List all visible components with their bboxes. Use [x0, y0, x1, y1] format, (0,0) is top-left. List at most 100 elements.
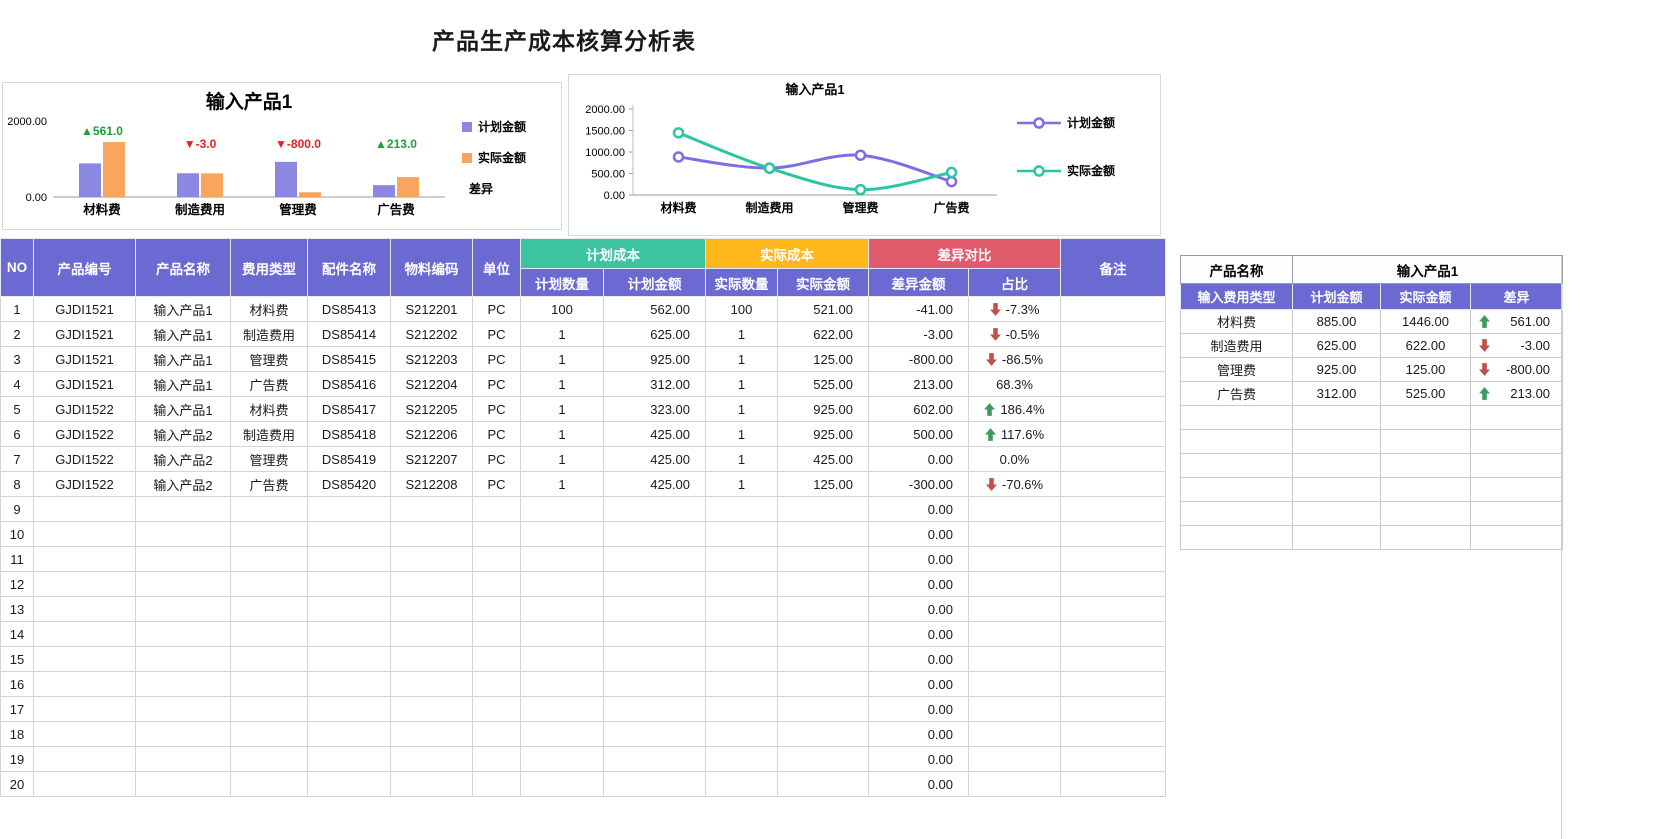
cell-material-code[interactable]: [390, 546, 473, 572]
cell-fee-type[interactable]: 广告费: [230, 471, 308, 497]
cell-plan-amount[interactable]: 925.00: [1292, 357, 1381, 382]
cell-plan-amount[interactable]: 323.00: [603, 396, 706, 422]
cell-diff-amount[interactable]: 0.00: [868, 646, 969, 672]
cell-diff-amount[interactable]: 0.00: [868, 746, 969, 772]
cell-plan-qty[interactable]: [520, 721, 604, 747]
cell-fee-type[interactable]: [230, 521, 308, 547]
cell-unit[interactable]: [472, 746, 521, 772]
cell-ratio[interactable]: [968, 546, 1061, 572]
cell-material-code[interactable]: [390, 621, 473, 647]
cell-part-name[interactable]: DS85415: [307, 346, 391, 372]
cell-unit[interactable]: [472, 621, 521, 647]
cell-material-code[interactable]: [390, 696, 473, 722]
cell-fee-type[interactable]: [230, 621, 308, 647]
cell-fee-type[interactable]: [230, 771, 308, 797]
cell-ratio[interactable]: [968, 696, 1061, 722]
cell-product-name[interactable]: 输入产品1: [135, 396, 231, 422]
cell-material-code[interactable]: [390, 746, 473, 772]
cell-actual-amount[interactable]: 525.00: [777, 371, 869, 397]
cell-plan-qty[interactable]: 1: [520, 471, 604, 497]
cell-diff[interactable]: -800.00: [1469, 357, 1564, 382]
cell-product-code[interactable]: [33, 596, 136, 622]
cell-diff-amount[interactable]: 0.00: [868, 721, 969, 747]
cell-part-name[interactable]: DS85420: [307, 471, 391, 497]
cell-material-code[interactable]: [390, 646, 473, 672]
cell-part-name[interactable]: [307, 621, 391, 647]
cell-plan-amount[interactable]: 625.00: [1292, 333, 1381, 358]
cell-unit[interactable]: [472, 646, 521, 672]
cell-material-code[interactable]: [390, 596, 473, 622]
cell-plan-amount[interactable]: 425.00: [603, 471, 706, 497]
cell-fee-type[interactable]: 材料费: [230, 396, 308, 422]
cell-fee-type[interactable]: [230, 671, 308, 697]
cell-diff-amount[interactable]: 0.00: [868, 596, 969, 622]
cell-unit[interactable]: [472, 496, 521, 522]
cell-product-name[interactable]: 输入产品1: [135, 371, 231, 397]
cell-actual-qty[interactable]: [705, 621, 778, 647]
cell-product-code[interactable]: GJDI1522: [33, 471, 136, 497]
cell-plan-amount[interactable]: 925.00: [603, 346, 706, 372]
cell-remark[interactable]: [1060, 671, 1166, 697]
cell-actual-amount[interactable]: 925.00: [777, 396, 869, 422]
cell-unit[interactable]: [472, 721, 521, 747]
bar-chart[interactable]: 输入产品1 2000.00 0.00 ▲561.0 材料费 ▼-3.0 制造费用 ▼-800.…: [2, 82, 562, 230]
cell-remark[interactable]: [1060, 646, 1166, 672]
cell-plan-qty[interactable]: [520, 496, 604, 522]
cell-plan-amount[interactable]: [603, 546, 706, 572]
cell-actual-qty[interactable]: 1: [705, 471, 778, 497]
cell-ratio[interactable]: [968, 621, 1061, 647]
summary-header-fee-type[interactable]: 输入费用类型: [1180, 283, 1293, 310]
header-product-name[interactable]: 产品名称: [135, 238, 231, 297]
cell-product-code[interactable]: [33, 521, 136, 547]
cell-diff-amount[interactable]: -3.00: [868, 321, 969, 347]
cell-diff[interactable]: -3.00: [1469, 333, 1564, 358]
cell-plan-qty[interactable]: [520, 596, 604, 622]
cell-actual-amount[interactable]: 622.00: [777, 321, 869, 347]
cell-unit[interactable]: PC: [472, 396, 521, 422]
cell-unit[interactable]: [472, 671, 521, 697]
cell-diff-amount[interactable]: 0.00: [868, 571, 969, 597]
cell-ratio[interactable]: -7.3%: [968, 296, 1061, 322]
cell-ratio[interactable]: 117.6%: [968, 421, 1061, 447]
cell-fee-type[interactable]: [230, 646, 308, 672]
header-actual-qty[interactable]: 实际数量: [705, 268, 778, 297]
cell-unit[interactable]: PC: [472, 346, 521, 372]
cell-product-name[interactable]: 输入产品2: [135, 471, 231, 497]
cell-plan-qty[interactable]: [520, 546, 604, 572]
cell-ratio[interactable]: -0.5%: [968, 321, 1061, 347]
cell-unit[interactable]: [472, 521, 521, 547]
header-material-code[interactable]: 物料编码: [390, 238, 473, 297]
cell-actual-amount[interactable]: [777, 646, 869, 672]
cell-no[interactable]: 18: [0, 721, 34, 747]
cell-actual-amount[interactable]: 125.00: [1380, 357, 1471, 382]
cell-plan-amount[interactable]: 885.00: [1292, 309, 1381, 334]
cell-plan-qty[interactable]: [520, 771, 604, 797]
cell-material-code[interactable]: [390, 771, 473, 797]
cell-material-code[interactable]: S212206: [390, 421, 473, 447]
cell-fee-type[interactable]: 管理费: [1180, 357, 1293, 382]
cell-product-name[interactable]: [135, 771, 231, 797]
cell-actual-qty[interactable]: [705, 671, 778, 697]
cell-no[interactable]: 17: [0, 696, 34, 722]
cell-remark[interactable]: [1060, 746, 1166, 772]
cell-no[interactable]: 14: [0, 621, 34, 647]
cell-actual-qty[interactable]: 1: [705, 446, 778, 472]
cell-no[interactable]: 10: [0, 521, 34, 547]
cell-actual-qty[interactable]: [705, 546, 778, 572]
cell-plan-qty[interactable]: [520, 621, 604, 647]
cell-actual-amount[interactable]: 125.00: [777, 346, 869, 372]
cell-actual-amount[interactable]: [777, 571, 869, 597]
cell-actual-amount[interactable]: [777, 596, 869, 622]
cell-unit[interactable]: PC: [472, 446, 521, 472]
cell-fee-type[interactable]: 制造费用: [230, 321, 308, 347]
cell-unit[interactable]: PC: [472, 371, 521, 397]
cell-actual-qty[interactable]: [705, 496, 778, 522]
cell-material-code[interactable]: [390, 571, 473, 597]
cell-actual-amount[interactable]: 125.00: [777, 471, 869, 497]
header-product-code[interactable]: 产品编号: [33, 238, 136, 297]
cell-fee-type[interactable]: 制造费用: [1180, 333, 1293, 358]
cell-unit[interactable]: PC: [472, 421, 521, 447]
cell-product-name[interactable]: 输入产品2: [135, 446, 231, 472]
cell-no[interactable]: 11: [0, 546, 34, 572]
cell-product-name[interactable]: 输入产品2: [135, 421, 231, 447]
